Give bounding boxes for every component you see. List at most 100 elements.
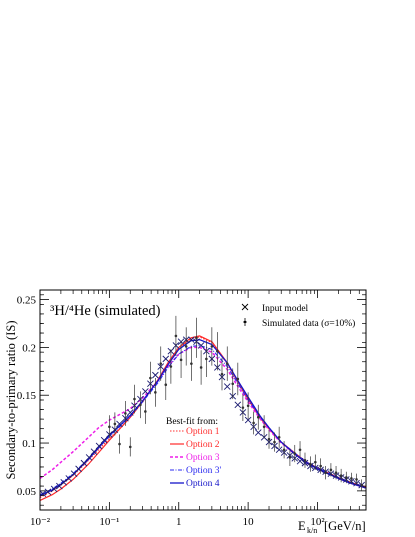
data-point [309, 462, 312, 466]
data-point [360, 483, 363, 487]
data-point [190, 362, 193, 365]
input-model-marker [65, 475, 73, 482]
input-model-marker [234, 401, 242, 409]
x-tick-label: 1 [176, 516, 182, 528]
data-point [339, 474, 343, 477]
data-point [231, 382, 235, 386]
data-point [334, 471, 338, 474]
legend-label-option-4: Option 4 [186, 479, 220, 489]
data-point [282, 448, 286, 452]
input-model-marker [223, 383, 231, 390]
y-axis-label: Secondary-to-primary ratio (IS) [4, 321, 18, 480]
input-model-marker [85, 454, 93, 461]
data-point [314, 460, 317, 464]
legend-bestfit: Option 1 Option 2 Option 3 Option 3' Option … [170, 427, 222, 489]
input-model-marker [152, 371, 159, 379]
data-point [324, 471, 327, 474]
input-model-marker [80, 459, 88, 467]
y-tick-label: 0.1 [22, 438, 36, 450]
input-model-marker [197, 342, 205, 349]
data-point [262, 425, 266, 429]
data-point [210, 345, 214, 348]
input-model-marker [296, 457, 304, 465]
data-point [329, 468, 333, 472]
input-model-marker [75, 465, 82, 473]
data-point [246, 404, 250, 408]
data-point [159, 362, 163, 365]
x-tick-label: 10⁻² [30, 516, 51, 528]
legend-top: Input model Simulated data (σ=10%) [241, 303, 355, 329]
y-tick-label: 0.15 [17, 390, 37, 402]
input-model-marker [95, 442, 103, 450]
input-model-marker [142, 388, 149, 395]
y-tick-label: 0.05 [17, 486, 37, 498]
input-model-marker [188, 336, 195, 344]
data-point [220, 372, 224, 376]
data-point [179, 358, 183, 362]
data-point [236, 377, 240, 381]
data-point [216, 349, 219, 353]
data-point [273, 440, 276, 444]
legend-bestfit-title: Best-fit from: [166, 416, 218, 427]
svg-text:k/n: k/n [307, 526, 317, 535]
data-point [169, 365, 173, 368]
legend-entry-input-model: Input model [241, 303, 309, 314]
input-model-marker [50, 485, 58, 493]
data-point [350, 477, 353, 480]
series-line-option-3- [40, 344, 366, 496]
chart-title: ³H/⁴He (simulated) [50, 303, 161, 319]
input-model-marker [275, 446, 283, 454]
y-tick-label: 0.25 [17, 295, 37, 307]
input-model-marker [44, 488, 52, 496]
x-tick-label: 10 [243, 516, 255, 528]
data-point [344, 476, 348, 479]
y-tick-label: 0.2 [22, 342, 36, 354]
input-model-marker [100, 436, 108, 444]
input-model-marker [177, 338, 185, 345]
data-point [128, 445, 132, 449]
data-point [174, 334, 178, 338]
data-point [164, 383, 168, 386]
series-line-option-3 [40, 346, 366, 489]
legend-cross-marker [241, 303, 249, 311]
legend-label-option-2: Option 2 [186, 440, 220, 450]
data-point [133, 397, 136, 401]
svg-text:E: E [298, 519, 306, 533]
data-point [124, 412, 127, 415]
legend-entry-simulated-data: Simulated data (σ=10%) [243, 318, 355, 329]
legend-label-option-1: Option 1 [186, 427, 220, 437]
data-point [205, 357, 208, 361]
data-point [303, 458, 307, 462]
x-tick-label: 10² [310, 516, 325, 528]
data-point [184, 345, 188, 348]
input-model-marker [126, 409, 134, 416]
data-point [288, 456, 292, 459]
input-model-marker [254, 429, 262, 436]
data-point [319, 464, 322, 468]
legend-label-input-model: Input model [262, 304, 309, 314]
data-point [144, 410, 147, 413]
data-point [298, 448, 302, 452]
x-axis-label: E k/n [GeV/n] [298, 519, 366, 535]
data-point [277, 436, 281, 439]
legend-label-option-3: Option 3 [186, 453, 220, 463]
data-point [108, 425, 111, 429]
data-point [267, 437, 271, 441]
data-point [199, 366, 203, 369]
input-model-marker [60, 478, 68, 486]
svg-text:[GeV/n]: [GeV/n] [324, 519, 366, 533]
data-point [154, 391, 157, 394]
data-point [195, 336, 198, 340]
data-point [252, 421, 255, 425]
legend-label-simulated-data: Simulated data (σ=10%) [262, 318, 355, 329]
input-model-marker [244, 416, 252, 424]
data-point [149, 376, 152, 380]
input-model-marker [116, 420, 123, 428]
input-model-marker [162, 355, 170, 363]
data-point [293, 452, 297, 455]
data-point [355, 478, 358, 481]
data-point [118, 442, 121, 446]
data-point [225, 362, 229, 365]
